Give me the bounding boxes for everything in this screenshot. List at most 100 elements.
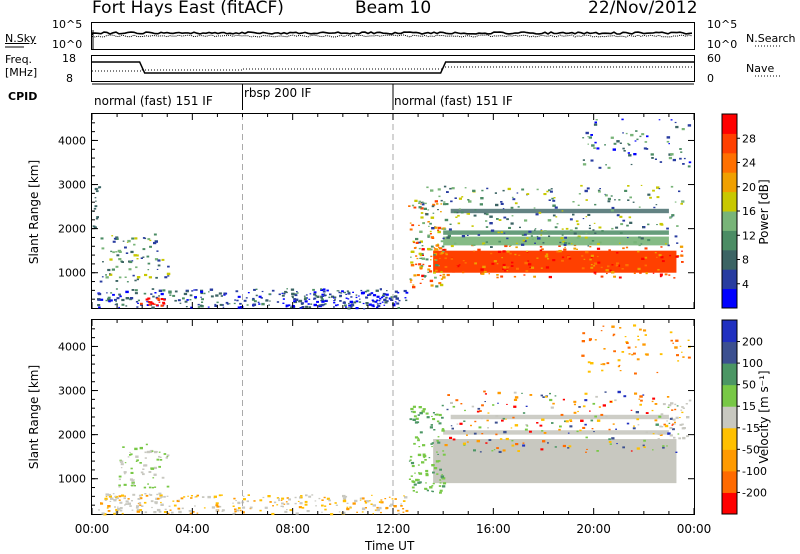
velocity-early-gs: [153, 511, 157, 514]
power-high-echo: [688, 161, 692, 164]
power-lowrange-echo: [245, 297, 248, 299]
velocity-upper-texture: [513, 398, 518, 401]
power-upper-texture: [540, 230, 543, 232]
power-lowrange-echo: [107, 299, 112, 302]
velocity-early-gs: [138, 494, 142, 497]
power-lowrange-echo: [344, 304, 347, 307]
power-upper-texture: [448, 228, 452, 231]
velocity-ramp-echo: [439, 482, 442, 484]
velocity-upper-texture: [463, 430, 466, 432]
velocity-upper-texture: [512, 416, 515, 419]
velocity-ramp-echo: [442, 477, 446, 480]
velocity-upper-texture: [666, 396, 670, 398]
power-start-echo: [94, 197, 97, 199]
power-midday-echo: [393, 304, 396, 307]
power-start-echo: [94, 205, 98, 208]
velocity-upper-texture: [642, 394, 645, 396]
power-start-echo: [95, 217, 99, 220]
velocity-lowrange-echo: [264, 506, 268, 509]
power-upper-texture: [489, 215, 493, 218]
power-upper-texture: [640, 243, 643, 245]
noise-left-tick-high: 10^5: [52, 18, 83, 31]
velocity-lowrange-echo: [324, 508, 327, 511]
power-early-strong: [147, 297, 151, 300]
power-ramp-echo: [435, 264, 439, 267]
power-lowrange-echo: [258, 295, 262, 298]
velocity-lowrange-echo: [402, 511, 405, 513]
velocity-high-echo: [687, 339, 690, 341]
power-upper-texture: [642, 226, 645, 229]
power-upper-texture: [437, 243, 439, 245]
power-early-echo: [116, 254, 120, 257]
power-gs-texture: [679, 245, 684, 248]
velocity-lowrange-echo: [376, 508, 380, 512]
power-early-echo: [135, 254, 139, 257]
velocity-upper-texture: [598, 406, 601, 408]
velocity-ramp-echo: [417, 481, 421, 484]
velocity-lowrange-echo: [342, 511, 346, 515]
velocity-lowrange-echo: [402, 500, 406, 502]
power-early-echo: [105, 276, 109, 279]
velocity-lowrange-echo: [272, 505, 274, 507]
power-gs-texture: [533, 275, 536, 278]
power-upper-texture: [418, 241, 421, 244]
velocity-lowrange-echo: [281, 505, 284, 508]
velocity-lowrange-echo: [101, 512, 105, 515]
power-upper-texture: [425, 213, 429, 216]
power-upper-texture: [495, 203, 499, 207]
power-upper-texture: [667, 244, 670, 247]
power-gs-texture: [481, 272, 485, 275]
power-lowrange-echo: [382, 294, 385, 297]
velocity-ramp-echo: [439, 468, 442, 471]
power-high-echo: [643, 147, 647, 150]
velocity-upper-texture: [540, 431, 543, 434]
power-lowrange-echo: [336, 290, 339, 292]
power-lowrange-echo: [210, 295, 214, 298]
power-midday-echo: [316, 295, 320, 298]
power-gs-texture: [607, 265, 610, 268]
velocity-lowrange-echo: [405, 509, 409, 512]
power-gs-texture: [558, 249, 562, 253]
power-early-strong: [160, 304, 164, 307]
power-lowrange-echo: [168, 291, 172, 294]
velocity-lowrange-echo: [203, 507, 206, 509]
velocity-upper-texture: [615, 428, 617, 430]
velocity-early-echo: [154, 450, 158, 454]
power-gs-texture: [552, 259, 556, 262]
velocity-early-echo: [166, 455, 169, 458]
velocity-early-echo: [142, 468, 145, 470]
cpid-segment-2: rbsp 200 IF: [244, 86, 312, 100]
power-gs-texture: [500, 275, 504, 278]
power-lowrange-echo: [107, 298, 110, 301]
velocity-high-echo: [633, 352, 636, 355]
power-gs-texture: [659, 276, 662, 278]
velocity-upper-texture: [514, 396, 519, 399]
power-lowrange-echo: [197, 303, 200, 306]
power-gs-texture: [625, 264, 629, 267]
power-gs-texture: [616, 264, 621, 267]
power-upper-texture: [421, 203, 425, 206]
power-midday-echo: [382, 295, 385, 298]
velocity-lowrange-echo: [349, 506, 352, 508]
power-high-echo: [607, 166, 611, 169]
velocity-high-echo: [626, 342, 629, 344]
power-lowrange-echo: [381, 301, 384, 303]
velocity-upper-texture: [608, 438, 611, 441]
power-lowrange-echo: [309, 293, 312, 295]
velocity-colorbar-tick-label: 50: [742, 379, 756, 392]
velocity-upper-texture: [529, 430, 532, 433]
power-upper-texture: [498, 240, 501, 243]
velocity-lowrange-echo: [139, 504, 142, 506]
power-upper-texture: [472, 244, 476, 246]
power-high-echo: [594, 121, 597, 124]
power-lowrange-echo: [146, 304, 150, 306]
velocity-lowrange-echo: [232, 505, 235, 507]
power-early-echo: [154, 240, 158, 243]
power-lowrange-echo: [201, 301, 204, 303]
x-tick-label: 00:00: [75, 522, 110, 536]
power-lowrange-echo: [172, 294, 176, 297]
power-upper-texture: [563, 243, 567, 246]
velocity-ramp-echo: [433, 429, 436, 431]
power-lowrange-echo: [189, 299, 192, 301]
power-upper-texture: [554, 206, 558, 209]
